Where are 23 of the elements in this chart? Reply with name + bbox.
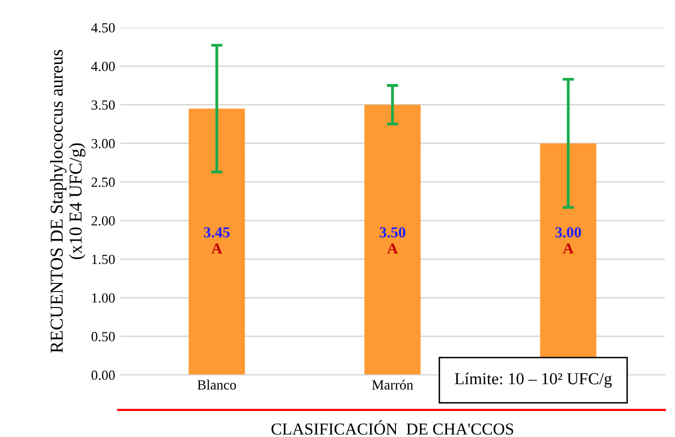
y-tick-label: 3.50 — [92, 100, 115, 110]
bar — [364, 104, 421, 375]
annotation: Límite: 10 – 10² UFC/g — [454, 372, 612, 388]
annotation: A — [387, 243, 398, 254]
y-tick-label: 4.00 — [91, 62, 115, 72]
data-label: 3.45 — [204, 227, 230, 238]
y-tick-label: 2.50 — [92, 178, 115, 187]
y-tick-label: 1.00 — [92, 293, 115, 303]
x-tick-label: Marrón — [372, 380, 414, 390]
bar — [188, 108, 245, 375]
y-tick-label: 3.00 — [92, 138, 115, 148]
x-axis-title: CLASIFICACIÓN DE CHA'CCOS — [272, 420, 514, 435]
annotation: A — [211, 243, 222, 254]
y-tick-label: 0.00 — [92, 370, 115, 380]
y-tick-label: 2.00 — [92, 216, 115, 226]
data-label: 3.50 — [380, 227, 406, 238]
y-tick-label: 1.50 — [92, 254, 115, 264]
y-tick-label: 4.50 — [91, 23, 115, 33]
y-tick-label: 0.50 — [92, 332, 115, 342]
x-tick-label: Blanco — [198, 380, 236, 390]
annotation: A — [562, 243, 574, 254]
data-label: 3.00 — [555, 227, 582, 238]
y-axis-title: RECUENTOS DE Staphylococcus aureus (x10 E4 UFC/g) — [50, 50, 86, 353]
